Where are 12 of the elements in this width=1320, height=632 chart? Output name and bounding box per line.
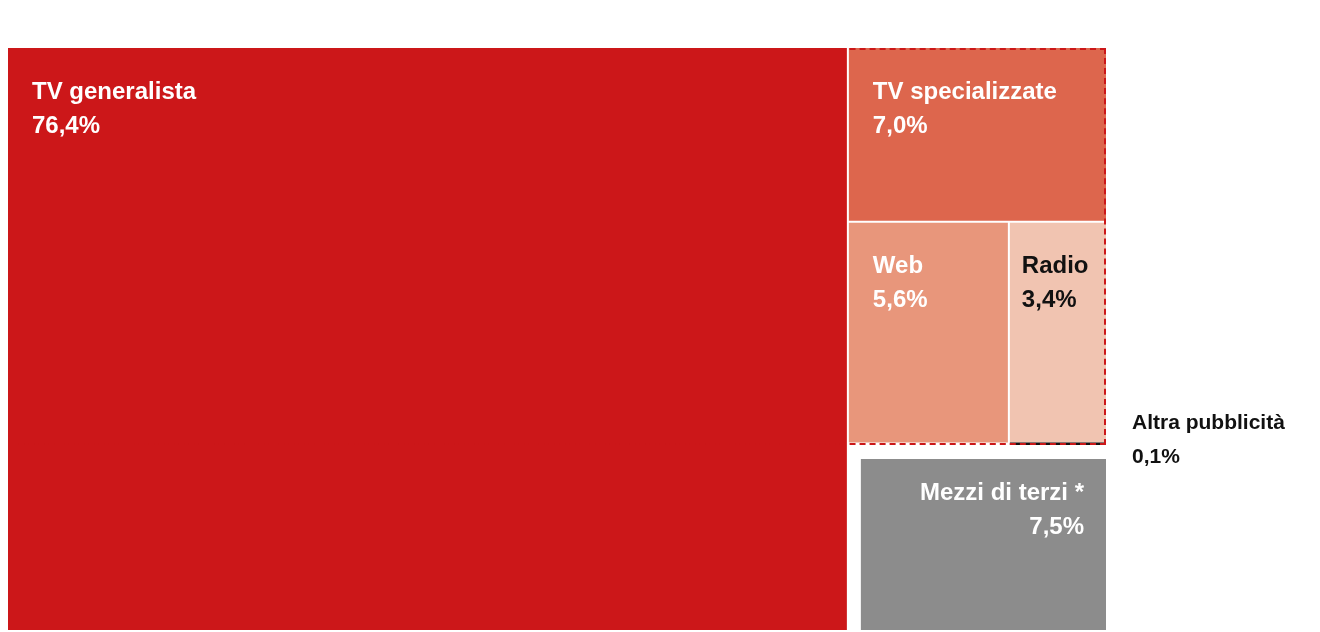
data-label: 7,5% [1029,511,1084,539]
data-label: 3,4% [1021,285,1077,313]
category-label: TV specializzate [872,76,1057,104]
data-label: 0,1% [1132,443,1181,467]
category-label: TV generalista [32,76,197,104]
category-label: Radio [1021,251,1089,279]
category-label: Altra pubblicità [1132,409,1286,433]
data-label: 76,4% [32,110,101,138]
data-label: 7,0% [872,110,928,138]
category-label: Web [872,251,924,279]
data-label: 5,6% [872,285,928,313]
category-label: Mezzi di terzi * [919,477,1085,505]
